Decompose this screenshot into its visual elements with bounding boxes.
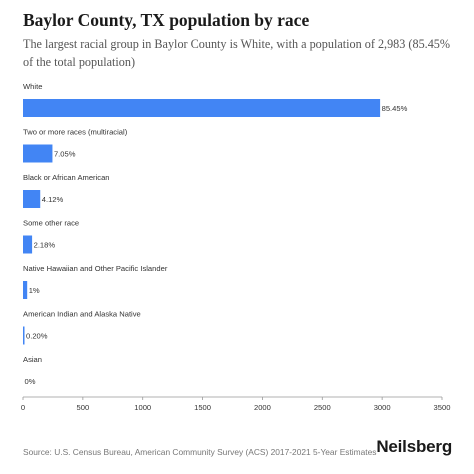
data-label: 85.45% xyxy=(382,104,408,113)
bar xyxy=(23,99,381,117)
source-note: Source: U.S. Census Bureau, American Com… xyxy=(23,447,377,457)
bar xyxy=(23,190,41,208)
x-tick-label: 2500 xyxy=(314,403,331,412)
bar xyxy=(23,326,25,345)
category-label: Some other race xyxy=(23,219,79,228)
chart-subtitle: The largest racial group in Baylor Count… xyxy=(23,37,451,69)
x-tick-label: 2000 xyxy=(254,403,271,412)
category-label: Two or more races (multiracial) xyxy=(23,128,128,137)
category-label: Asian xyxy=(23,355,42,364)
x-tick-label: 3000 xyxy=(374,403,391,412)
bar xyxy=(23,235,33,254)
chart-title: Baylor County, TX population by race xyxy=(23,10,310,30)
x-tick-label: 0 xyxy=(21,403,25,412)
data-label: 0.20% xyxy=(26,332,48,341)
category-label: Native Hawaiian and Other Pacific Island… xyxy=(23,264,168,273)
x-tick-label: 1000 xyxy=(134,403,151,412)
data-label: 7.05% xyxy=(54,150,76,159)
brand-logo: Neilsberg xyxy=(376,437,452,456)
x-tick-label: 1500 xyxy=(194,403,211,412)
category-label: American Indian and Alaska Native xyxy=(23,310,141,319)
data-label: 0% xyxy=(25,377,36,386)
x-tick-label: 500 xyxy=(77,403,90,412)
bar xyxy=(23,144,53,163)
data-label: 1% xyxy=(29,286,40,295)
category-label: White xyxy=(23,82,42,91)
bar xyxy=(23,281,28,299)
data-label: 4.12% xyxy=(42,195,64,204)
category-label: Black or African American xyxy=(23,173,110,182)
data-label: 2.18% xyxy=(34,241,56,250)
x-tick-label: 3500 xyxy=(434,403,451,412)
